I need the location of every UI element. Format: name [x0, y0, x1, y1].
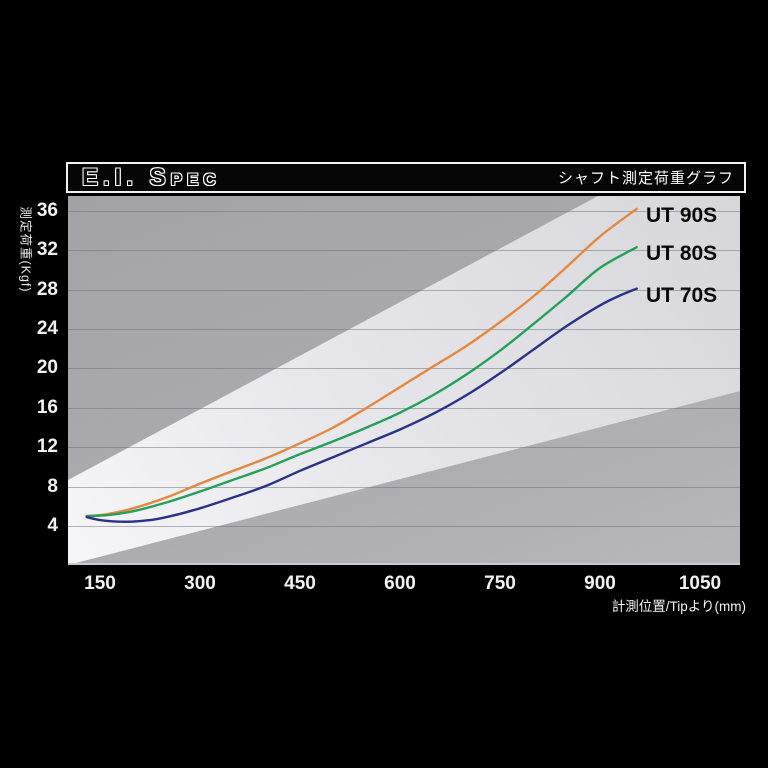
y-tick-label: 12 [36, 436, 58, 458]
x-tick-label: 600 [384, 573, 416, 594]
gridline [68, 329, 740, 330]
line-chart-svg [85, 207, 638, 523]
x-tick-label: 900 [584, 573, 616, 594]
header-bar: E.I. Spec シャフト測定荷重グラフ [66, 162, 746, 193]
gridline [68, 210, 740, 212]
curve-ut-70s [85, 287, 638, 523]
header-subtitle: シャフト測定荷重グラフ [557, 170, 734, 187]
y-tick-label: 20 [36, 357, 58, 379]
x-tick-label: 750 [484, 573, 516, 594]
y-tick-label: 4 [47, 515, 58, 536]
x-tick-label: 150 [84, 573, 116, 594]
page-title: E.I. Spec [82, 164, 221, 191]
y-tick-label: 24 [36, 318, 58, 339]
x-tick-label: 450 [284, 573, 316, 594]
gridline [68, 526, 740, 527]
gridline [68, 250, 740, 252]
plot-area: UT 90S UT 80S UT 70S [68, 196, 740, 565]
y-tick-label: 8 [47, 475, 58, 497]
y-tick-label: 36 [36, 199, 58, 221]
series-label-ut-90s: UT 90S [646, 204, 718, 227]
gridline [68, 368, 740, 370]
gridline [68, 486, 740, 488]
curve-ut-90s [85, 207, 638, 518]
x-axis-line [68, 563, 740, 565]
y-tick-label: 28 [36, 278, 58, 300]
gridline [68, 447, 740, 449]
x-tick-label: 300 [184, 573, 216, 594]
y-tick-label: 32 [36, 239, 58, 261]
x-axis-title: 計測位置/Tipより(mm) [611, 599, 746, 614]
x-tick-label: 1050 [678, 573, 722, 594]
gridline [68, 289, 740, 291]
series-label-ut-80s: UT 80S [646, 242, 718, 265]
gridline [68, 407, 740, 409]
y-tick-label: 16 [36, 396, 58, 418]
curve-ut-80s [85, 246, 638, 518]
series-label-ut-70s: UT 70S [646, 284, 718, 307]
